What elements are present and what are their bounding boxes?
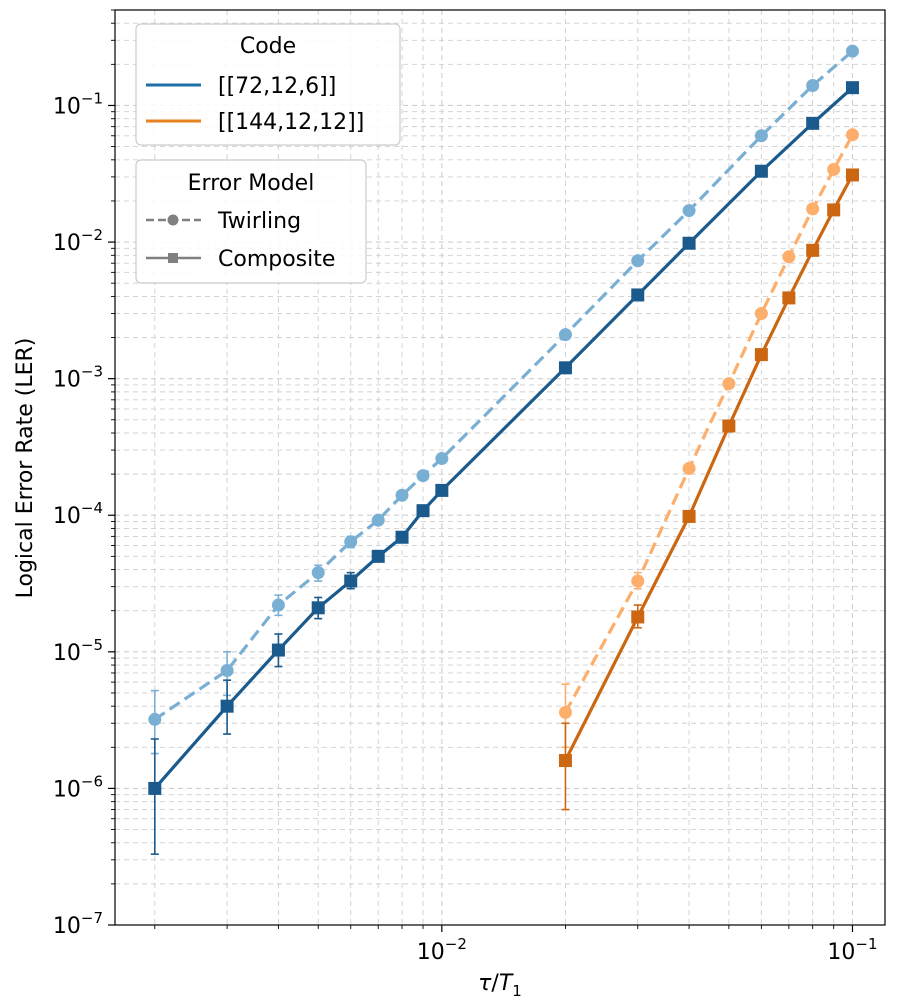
- series-3: [558, 168, 859, 811]
- data-point: [271, 643, 285, 657]
- data-point: [631, 254, 645, 268]
- y-tick-label: 10−2: [53, 226, 103, 256]
- legend-code-title: Code: [240, 34, 296, 59]
- data-point: [558, 328, 572, 342]
- data-point: [682, 509, 696, 523]
- data-point: [148, 712, 162, 726]
- data-point: [311, 566, 325, 580]
- data-point: [782, 291, 796, 305]
- data-point: [845, 168, 859, 182]
- y-tick-label: 10−5: [53, 636, 103, 666]
- data-point: [416, 504, 430, 518]
- legend-code: Code [[72,12,6]] [[144,12,12]]: [135, 23, 401, 146]
- data-point: [395, 488, 409, 502]
- y-tick-label: 10−7: [53, 909, 103, 939]
- legend-model-marker-circle: [167, 214, 179, 226]
- series-1: [148, 81, 859, 855]
- plot-frame: [114, 9, 886, 926]
- data-point: [806, 116, 820, 130]
- y-tick-label: 10−4: [53, 499, 103, 529]
- data-point: [558, 705, 572, 719]
- legend-model-title: Error Model: [188, 171, 315, 196]
- data-point: [371, 549, 385, 563]
- y-axis-label: Logical Error Rate (LER): [13, 338, 38, 599]
- data-point: [558, 754, 572, 768]
- data-point: [754, 164, 768, 178]
- data-point: [631, 574, 645, 588]
- data-point: [435, 452, 449, 466]
- y-tick-label: 10−6: [53, 772, 103, 802]
- legend-model-label-composite: Composite: [218, 247, 335, 272]
- data-point: [845, 44, 859, 58]
- x-tick-label: 10−2: [417, 935, 467, 965]
- data-point: [220, 663, 234, 677]
- y-tick-label: 10−1: [53, 89, 103, 119]
- data-point: [682, 461, 696, 475]
- data-point: [435, 483, 449, 497]
- legend-code-box: [135, 23, 401, 146]
- legend-model-box: [135, 159, 367, 284]
- data-point: [395, 530, 409, 544]
- data-point: [344, 574, 358, 588]
- data-point: [827, 162, 841, 176]
- data-point: [806, 243, 820, 257]
- data-point: [827, 203, 841, 217]
- data-point: [754, 129, 768, 143]
- series-0: [148, 44, 859, 755]
- y-tick-label: 10−3: [53, 363, 103, 393]
- data-point: [558, 361, 572, 375]
- legend-code-label-0: [[72,12,6]]: [218, 74, 336, 99]
- data-point: [344, 535, 358, 549]
- data-point: [754, 306, 768, 320]
- data-point: [682, 236, 696, 250]
- legend-model: Error Model Twirling Composite: [135, 159, 367, 284]
- data-point: [722, 377, 736, 391]
- data-point: [271, 598, 285, 612]
- ticks: [108, 9, 854, 932]
- data-point: [806, 79, 820, 93]
- data-point: [311, 601, 325, 615]
- data-point: [754, 348, 768, 362]
- data-point: [631, 288, 645, 302]
- data-point: [845, 81, 859, 95]
- x-tick-label: 10−1: [827, 935, 877, 965]
- x-axis-label: τ/T1: [478, 971, 522, 1000]
- series-line: [563, 134, 854, 714]
- legend-model-label-twirling: Twirling: [217, 209, 301, 234]
- data-point: [722, 419, 736, 433]
- legend-model-marker-square: [168, 253, 178, 263]
- tick-labels: 10−2 10−1 10−7 10−6 10−5 10−4 10−3 10−2 10−1: [53, 89, 878, 965]
- data-point: [220, 699, 234, 713]
- data-point: [371, 513, 385, 527]
- data-point: [148, 781, 162, 795]
- data-point: [682, 204, 696, 218]
- data-point: [416, 469, 430, 483]
- data-point: [631, 610, 645, 624]
- series-layer: [148, 44, 859, 855]
- legend-code-label-1: [[144,12,12]]: [218, 110, 364, 135]
- data-point: [845, 128, 859, 142]
- data-point: [806, 202, 820, 216]
- data-point: [782, 250, 796, 264]
